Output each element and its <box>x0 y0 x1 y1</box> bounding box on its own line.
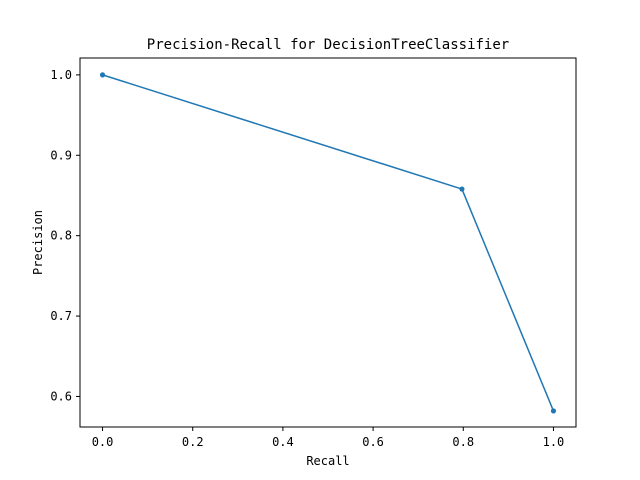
x-tick-label: 0.2 <box>182 435 204 449</box>
y-axis-ticks: 0.6 0.7 0.8 0.9 1.0 <box>50 68 80 403</box>
series-line <box>102 74 555 412</box>
y-tick-label: 0.7 <box>50 309 72 323</box>
x-axis-label: Recall <box>306 454 349 468</box>
x-axis-ticks: 0.0 0.2 0.4 0.6 0.8 1.0 <box>92 427 565 449</box>
x-tick-label: 0.4 <box>272 435 294 449</box>
plot-area <box>99 72 557 414</box>
y-axis-label: Precision <box>31 210 45 275</box>
data-point <box>99 72 106 78</box>
y-tick-label: 1.0 <box>50 68 72 82</box>
data-point <box>459 186 465 192</box>
x-tick-label: 0.8 <box>452 435 474 449</box>
data-point <box>550 408 557 414</box>
axes-frame <box>79 57 577 428</box>
chart-title: Precision-Recall for DecisionTreeClassif… <box>147 37 509 53</box>
x-tick-label: 0.0 <box>92 435 114 449</box>
y-tick-label: 0.9 <box>50 148 72 162</box>
y-tick-label: 0.8 <box>50 229 72 243</box>
x-tick-label: 0.6 <box>362 435 384 449</box>
y-tick-label: 0.6 <box>50 389 72 403</box>
x-tick-label: 1.0 <box>543 435 565 449</box>
